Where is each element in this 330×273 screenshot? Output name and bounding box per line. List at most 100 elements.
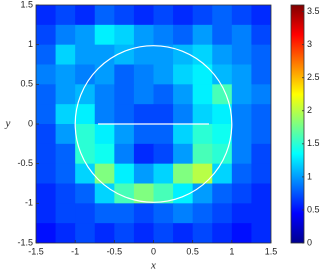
heat-cell [133,64,154,85]
heat-cell [55,84,76,105]
heat-cell [55,203,76,224]
heat-cell [251,183,271,204]
heat-cell [173,64,194,85]
heat-cell [94,203,115,224]
heat-cell [55,24,76,46]
heat-cell [192,143,213,165]
heat-cell [94,44,115,65]
heat-cell [133,124,154,145]
heat-cell [192,44,213,65]
heat-cell [231,84,252,105]
heat-cell [36,124,57,145]
x-tick-label: 1 [229,246,234,256]
heat-cell [231,163,252,184]
heat-cell [75,84,96,105]
heat-cell [251,163,271,184]
y-tick-label: 1.5 [20,0,33,9]
heat-cell [231,203,252,224]
heat-cell [36,143,57,165]
x-tick-label: -1.5 [28,246,44,256]
heat-cell [94,5,115,26]
heat-cell [251,143,271,165]
heat-cell [94,24,115,46]
heat-cell [153,163,174,184]
heat-cell [94,64,115,85]
heat-cell [114,163,135,184]
heat-cell [251,223,271,243]
heat-cell [192,24,213,46]
heat-cell [114,203,135,224]
colorbar-tick-label: 0 [307,237,312,247]
x-tick-label: 0.5 [186,246,199,256]
heatmap [36,5,271,243]
heat-cell [75,203,96,224]
heat-cell [192,64,213,85]
heat-cell [133,5,154,26]
heat-cell [55,124,76,145]
heat-cell [133,24,154,46]
y-tick-label: -0.5 [17,158,33,168]
heat-cell [133,44,154,65]
heat-cell [75,124,96,145]
heat-cell [75,163,96,184]
heat-cell [192,203,213,224]
heat-cell [192,163,213,184]
heat-cell [36,183,57,204]
heat-cell [173,24,194,46]
heat-cell [75,183,96,204]
heat-cell [173,84,194,105]
heat-cell [251,124,271,145]
heat-cell [231,183,252,204]
heat-cell [114,24,135,46]
heat-cell [153,64,174,85]
y-tick-label: 0 [28,118,33,128]
heat-cell [251,84,271,105]
heat-cell [94,104,115,125]
heat-cell [231,64,252,85]
heat-cell [212,5,233,26]
heat-cell [231,124,252,145]
heat-cell [55,223,76,243]
heat-cell [212,203,233,224]
heat-cell [55,143,76,165]
y-tick-label: 1 [28,39,33,49]
heat-cell [36,203,57,224]
heat-cell [94,163,115,184]
heat-cell [173,223,194,243]
heat-cell [153,203,174,224]
heat-cell [212,44,233,65]
heat-cell [55,104,76,125]
heat-cell [94,183,115,204]
heat-cell [192,104,213,125]
heat-cell [55,5,76,26]
colorbar-tick-label: 3 [307,39,312,49]
heat-cell [55,183,76,204]
heat-cell [75,24,96,46]
heat-cell [36,104,57,125]
heat-cell [231,223,252,243]
heat-cell [153,5,174,26]
heat-cell [153,143,174,165]
heat-cell [133,163,154,184]
heat-cell [36,223,57,243]
heat-cell [212,24,233,46]
heat-cell [75,104,96,125]
heat-cell [114,64,135,85]
heat-cell [173,203,194,224]
heat-cell [114,5,135,26]
heat-cell [192,183,213,204]
heat-cell [36,84,57,105]
heat-cell [251,64,271,85]
heat-cell [173,163,194,184]
colorbar-tick-label: 1.5 [307,138,320,148]
heat-cell [231,5,252,26]
y-tick-label: 0.5 [20,79,33,89]
heat-cell [133,223,154,243]
heat-cell [75,5,96,26]
heat-cell [212,183,233,204]
heat-cell [75,64,96,85]
heat-cell [36,44,57,65]
heat-cell [36,64,57,85]
heat-cell [251,24,271,46]
